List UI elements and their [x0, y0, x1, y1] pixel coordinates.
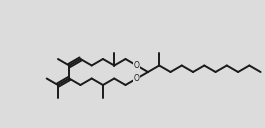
- Text: O: O: [134, 61, 140, 70]
- Text: O: O: [134, 74, 140, 83]
